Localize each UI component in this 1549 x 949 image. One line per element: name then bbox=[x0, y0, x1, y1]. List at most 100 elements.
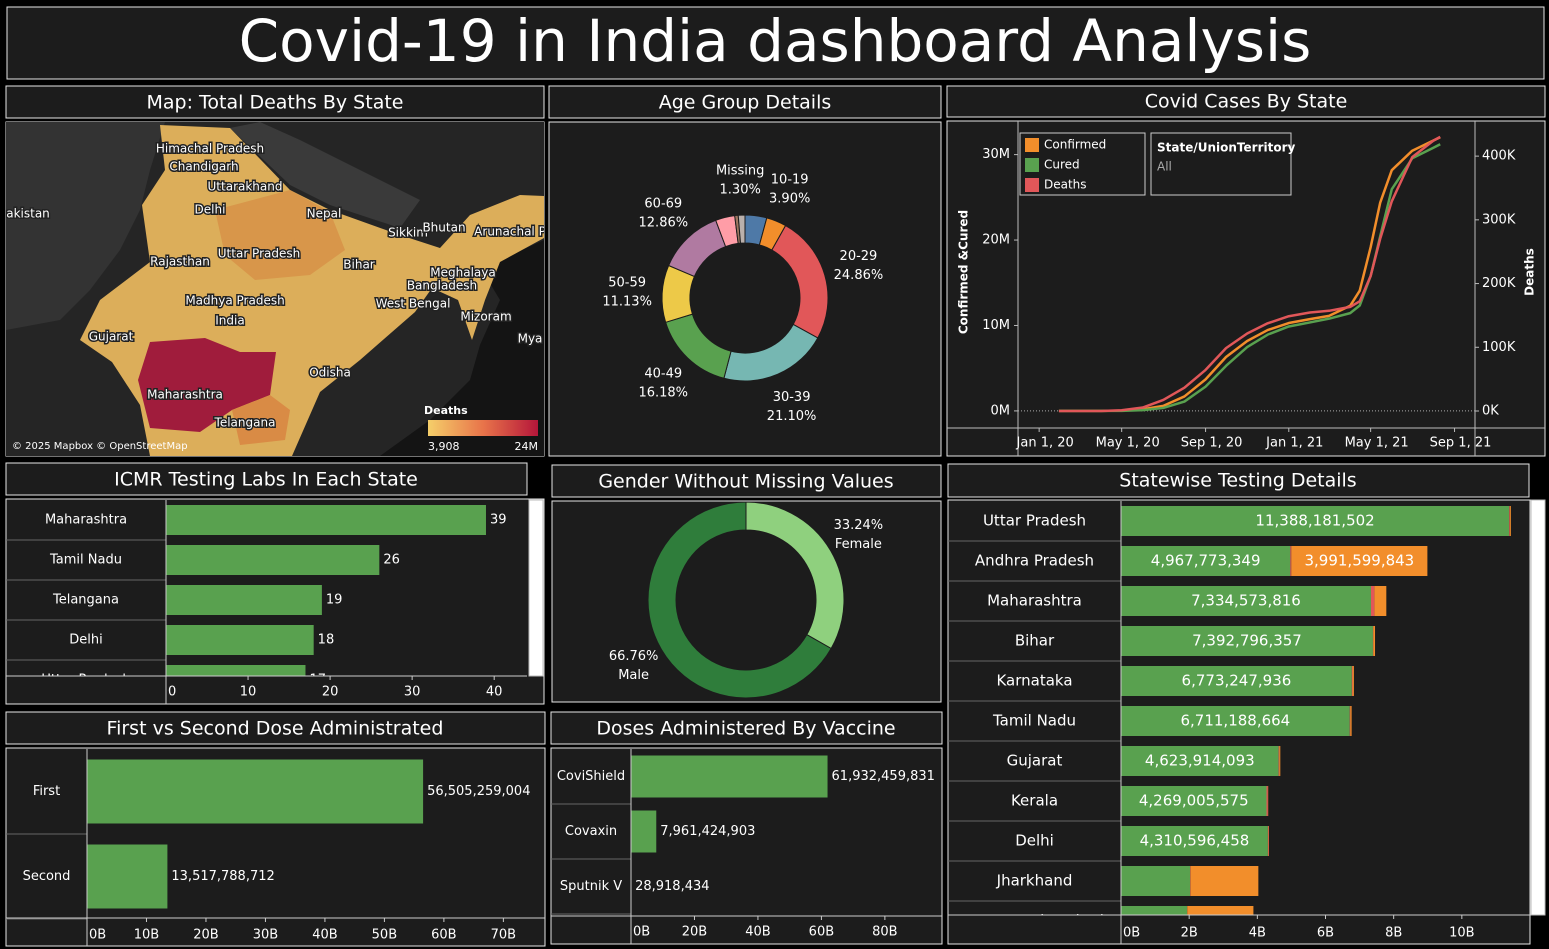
slice-label: 20-29 bbox=[840, 249, 878, 264]
y2-tick-label: 300K bbox=[1482, 212, 1516, 227]
x-tick-label: 4B bbox=[1249, 926, 1266, 941]
panel-title: Statewise Testing Details bbox=[1119, 470, 1356, 492]
legend-swatch bbox=[1025, 178, 1039, 192]
panel-header bbox=[548, 85, 942, 119]
map-label: Himachal Pradesh bbox=[156, 142, 264, 156]
bar-segment bbox=[1349, 706, 1351, 736]
bar-segment bbox=[1121, 626, 1373, 656]
bar-segment bbox=[1290, 546, 1292, 576]
filter-value: All bbox=[1157, 160, 1172, 174]
map-label: Delhi bbox=[195, 203, 226, 217]
x-tick-label: 40 bbox=[486, 685, 503, 700]
x-tick-label: Jan 1, 20 bbox=[1016, 436, 1074, 451]
bar-segment bbox=[1121, 506, 1510, 536]
x-tick-label: 30B bbox=[253, 928, 278, 943]
slice-label: 10-19 bbox=[771, 172, 809, 187]
slice-label: 16.18% bbox=[638, 386, 688, 401]
x-tick-label: 70B bbox=[491, 928, 516, 943]
map-label: Mya bbox=[518, 332, 543, 346]
panel-title: First vs Second Dose Administrated bbox=[107, 718, 444, 740]
slice-label: 11.13% bbox=[602, 294, 652, 309]
bar-label: 6,711,188,664 bbox=[1180, 712, 1290, 730]
legend-title: Deaths bbox=[424, 404, 468, 417]
y-axis-title: Confirmed &Cured bbox=[957, 210, 971, 334]
map-label: Bhutan bbox=[422, 221, 465, 235]
map-label: akistan bbox=[6, 207, 50, 221]
panel bbox=[548, 121, 942, 457]
category-label: Kerala bbox=[1011, 792, 1058, 810]
category-label: Maharashtra bbox=[987, 592, 1082, 610]
series-line bbox=[1058, 135, 1441, 413]
scrollbar[interactable] bbox=[1530, 499, 1546, 916]
dashboard-title: Covid-19 in India dashboard Analysis bbox=[239, 7, 1312, 75]
panel-title: Covid Cases By State bbox=[1145, 91, 1348, 113]
panel-title: ICMR Testing Labs In Each State bbox=[114, 469, 418, 491]
bar-label: 4,623,914,093 bbox=[1145, 752, 1255, 770]
bar-segment bbox=[1121, 666, 1352, 696]
bar-label: 56,505,259,004 bbox=[427, 784, 530, 799]
x-tick-label: 30 bbox=[404, 685, 421, 700]
map-label: Chandigarh bbox=[169, 160, 238, 174]
x-tick-label: 20B bbox=[193, 928, 218, 943]
slice-label: 3.90% bbox=[769, 191, 810, 206]
panel-header bbox=[550, 711, 943, 745]
bar bbox=[631, 810, 657, 853]
category-label: Uttar Pradesh bbox=[41, 673, 130, 688]
x-tick-label: 20B bbox=[682, 925, 707, 940]
category-label: Gujarat bbox=[1007, 752, 1063, 770]
slice-label: 33.24% bbox=[834, 518, 884, 533]
bar-label: 13,517,788,712 bbox=[171, 869, 274, 884]
map-label: Madhya Pradesh bbox=[185, 294, 284, 308]
map-label: Arunachal P bbox=[474, 225, 546, 239]
category-label: Karnataka bbox=[996, 672, 1072, 690]
x-tick-label: 40B bbox=[745, 925, 770, 940]
map-label: Nepal bbox=[307, 207, 342, 221]
legend-box bbox=[1019, 132, 1146, 196]
panel-header bbox=[5, 462, 528, 496]
bar-label: 3,991,599,843 bbox=[1304, 552, 1414, 570]
bar bbox=[87, 844, 168, 909]
map-label: Bihar bbox=[343, 258, 375, 272]
legend-max: 24M bbox=[515, 440, 539, 453]
bar-label: 18 bbox=[318, 633, 335, 648]
map-label: Rajasthan bbox=[150, 255, 210, 269]
category-label: Telangana bbox=[52, 593, 119, 608]
x-tick-label: 0B bbox=[1123, 926, 1140, 941]
bar-segment bbox=[1370, 586, 1375, 616]
bar-area: CoviShield 61,932,459,831 Covaxin 7,961,424… bbox=[551, 755, 935, 915]
scrollbar[interactable] bbox=[528, 499, 544, 677]
bar-segment bbox=[1121, 546, 1291, 576]
x-tick-label: 20 bbox=[322, 685, 339, 700]
bar-area: First 56,505,259,004 Second 13,517,788,712 bbox=[6, 759, 530, 920]
water bbox=[380, 240, 544, 456]
category-label: Second bbox=[23, 869, 71, 884]
state bbox=[232, 395, 290, 445]
state bbox=[138, 338, 276, 432]
bar-label: 4,967,773,349 bbox=[1151, 552, 1261, 570]
map-label: Odisha bbox=[309, 366, 351, 380]
bar-segment bbox=[1190, 866, 1259, 896]
bar-label: 4,269,005,575 bbox=[1139, 792, 1249, 810]
y2-tick-label: 200K bbox=[1482, 276, 1516, 291]
panel-header bbox=[946, 85, 1546, 118]
x-tick-label: 2B bbox=[1181, 926, 1198, 941]
x-tick-label: May 1, 20 bbox=[1096, 436, 1160, 451]
bar-segment bbox=[1279, 746, 1281, 776]
category-label: Jammu and Kashmir bbox=[958, 912, 1111, 930]
bar-label: 7,334,573,816 bbox=[1191, 592, 1301, 610]
filter-title: State/UnionTerritory bbox=[1157, 141, 1296, 155]
y2-tick-label: 0K bbox=[1482, 403, 1499, 418]
category-label: Uttar Pradesh bbox=[983, 512, 1086, 530]
slice-label: 60-69 bbox=[644, 196, 682, 211]
slice-label: 1.30% bbox=[720, 183, 761, 198]
x-tick-label: Jan 1, 21 bbox=[1265, 436, 1323, 451]
legend-entry: Confirmed bbox=[1044, 138, 1106, 152]
panel-title: Age Group Details bbox=[659, 92, 832, 114]
y-tick-label: 20M bbox=[982, 233, 1010, 248]
bar-segment bbox=[1352, 666, 1354, 696]
x-tick-label: 50B bbox=[372, 928, 397, 943]
bar bbox=[166, 505, 486, 535]
category-label: First bbox=[33, 784, 60, 799]
map-label: Telangana bbox=[214, 416, 276, 430]
x-tick-label: 8B bbox=[1385, 926, 1402, 941]
